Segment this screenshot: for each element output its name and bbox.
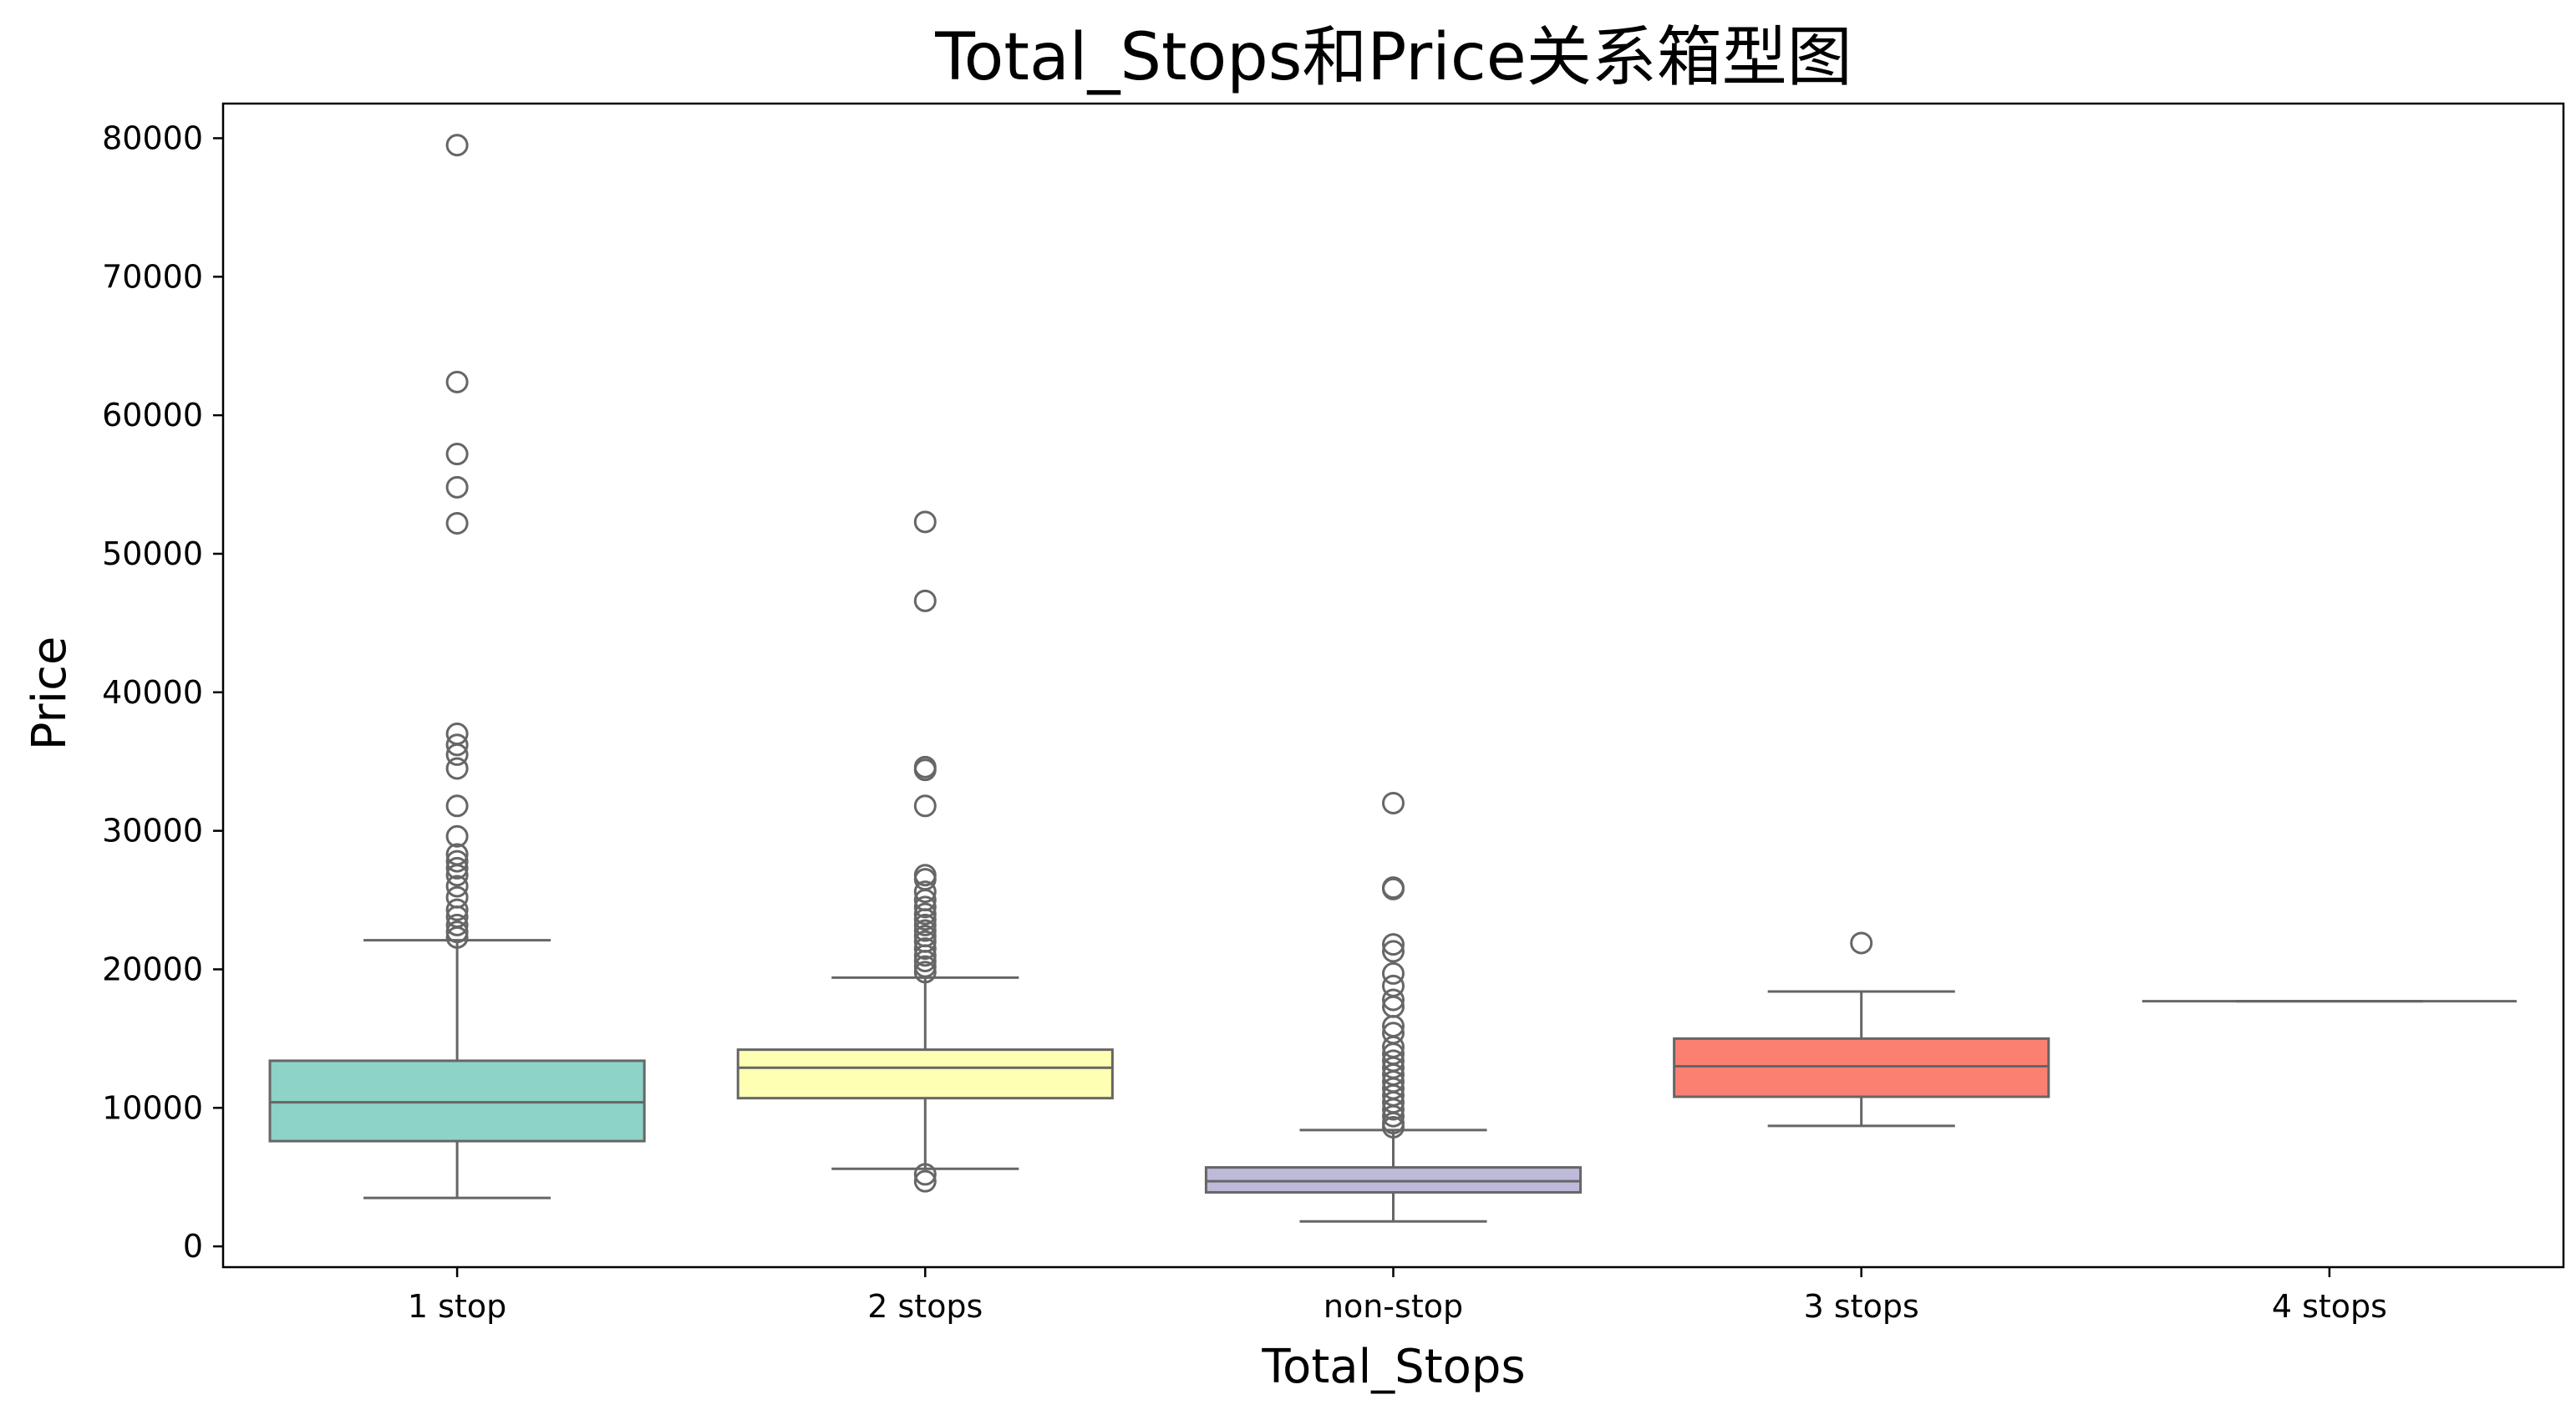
outlier-point — [445, 757, 469, 780]
y-axis-label: Price — [23, 636, 77, 751]
outlier-point — [445, 475, 469, 499]
outlier-point — [913, 919, 937, 942]
outlier-point — [913, 510, 937, 534]
outlier-point — [1382, 791, 1405, 814]
outlier-point — [913, 955, 937, 978]
y-tick-label: 10000 — [102, 1089, 203, 1126]
iqr-box — [1204, 1166, 1583, 1194]
x-tick-label: non-stop — [1324, 1288, 1463, 1325]
outlier-point — [913, 950, 937, 973]
outlier-point — [913, 758, 937, 782]
iqr-box — [268, 1059, 646, 1143]
outlier-point — [445, 443, 469, 466]
outlier-point — [1382, 961, 1405, 985]
outlier-point — [913, 913, 937, 936]
outlier-point — [445, 370, 469, 393]
box-group-3-stops — [1673, 931, 2050, 1128]
y-tick-label: 30000 — [102, 813, 203, 850]
chart-title: Total_Stops和Price关系箱型图 — [934, 20, 1852, 95]
outlier-point — [445, 511, 469, 535]
outlier-point — [913, 944, 937, 967]
outlier-point — [445, 898, 469, 921]
y-tick-label: 40000 — [102, 674, 203, 711]
outlier-point — [445, 134, 469, 157]
outlier-point — [913, 937, 937, 961]
outlier-point — [445, 864, 469, 887]
iqr-box — [1673, 1037, 2050, 1098]
outlier-point — [1382, 877, 1405, 900]
y-tick-label: 20000 — [102, 951, 203, 987]
outlier-point — [445, 856, 469, 880]
box-group-2-stops — [736, 510, 1114, 1193]
outlier-point — [1850, 931, 1873, 955]
x-axis: 1 stop 2 stops non-stop 3 stops 4 stops — [408, 1267, 2387, 1325]
outlier-point — [1382, 933, 1405, 956]
outlier-point — [445, 743, 469, 766]
y-tick-label: 80000 — [102, 119, 203, 156]
x-axis-label: Total_Stops — [1261, 1340, 1525, 1394]
outlier-point — [1382, 988, 1405, 1012]
x-tick-label: 2 stops — [867, 1288, 983, 1325]
outlier-point — [445, 850, 469, 873]
outlier-point — [913, 1163, 937, 1186]
outlier-point — [445, 794, 469, 818]
outlier-point — [1382, 940, 1405, 963]
x-tick-label: 1 stop — [408, 1288, 506, 1325]
iqr-box — [736, 1048, 1114, 1100]
outlier-point — [913, 880, 937, 904]
box-group-non-stop — [1204, 791, 1583, 1223]
outlier-point — [1382, 1104, 1405, 1128]
outlier-point — [445, 913, 469, 936]
outlier-point — [913, 895, 937, 919]
outlier-point — [1382, 1116, 1405, 1139]
outlier-point — [445, 824, 469, 848]
box-group-1-stop — [268, 134, 646, 1199]
y-tick-label: 50000 — [102, 535, 203, 572]
outlier-point — [913, 902, 937, 926]
y-tick-label: 60000 — [102, 397, 203, 434]
x-tick-label: 3 stops — [1804, 1288, 1919, 1325]
outlier-point — [913, 961, 937, 984]
plot-area — [268, 134, 2517, 1223]
outlier-point — [1382, 1098, 1405, 1121]
outlier-point — [913, 908, 937, 931]
outlier-point — [445, 875, 469, 898]
outlier-point — [913, 794, 937, 818]
outlier-point — [913, 1169, 937, 1193]
x-tick-label: 4 stops — [2272, 1288, 2387, 1325]
outlier-point — [445, 921, 469, 944]
outlier-point — [445, 926, 469, 949]
y-axis: 0 10000 20000 30000 40000 50000 60000 70000 8000… — [102, 119, 223, 1265]
y-tick-label: 70000 — [102, 258, 203, 295]
outlier-point — [913, 589, 937, 612]
outlier-point — [445, 733, 469, 757]
y-tick-label: 0 — [183, 1228, 203, 1265]
